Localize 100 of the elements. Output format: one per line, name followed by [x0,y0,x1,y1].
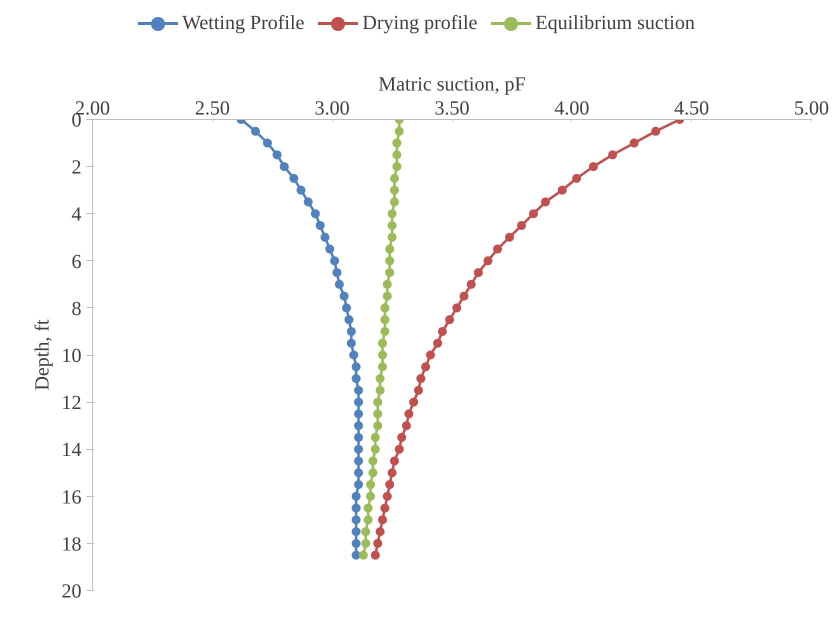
point [528,209,538,218]
y-tick-label: 18 [62,533,82,556]
point [310,209,320,218]
point [344,315,354,324]
point [342,303,352,312]
point [370,432,380,442]
point [452,303,462,312]
point [352,504,361,513]
point [402,421,411,430]
point [354,398,364,407]
point [608,150,618,160]
point [272,150,282,160]
y-tick-label: 10 [62,345,82,367]
x-tick-label: 2.50 [194,98,230,120]
point [390,174,399,183]
point [390,186,399,195]
point [388,232,397,242]
point [388,220,397,230]
point [354,421,364,430]
point [572,174,582,183]
legend-label: Wetting Profile [182,12,304,34]
point [364,504,373,513]
point [378,338,387,348]
point [380,315,390,324]
point [340,292,349,301]
point [540,197,550,206]
point [352,374,361,384]
point [388,468,397,478]
point [250,126,260,136]
point [361,527,370,536]
point [352,527,361,536]
point [373,398,382,407]
point [352,538,361,548]
point [382,280,392,289]
point [392,138,402,148]
y-tick-label: 20 [62,580,82,602]
point [304,197,313,206]
y-tick-label: 2 [72,156,82,179]
point [445,315,454,324]
point [352,492,361,501]
point [349,350,358,360]
point [334,280,344,289]
point [354,480,364,490]
point [354,468,364,478]
point [588,162,598,172]
point [416,374,426,384]
legend-label: Drying profile [362,12,478,34]
point [651,126,660,136]
point [354,444,364,454]
point [385,256,394,266]
point [392,162,402,172]
point [346,338,356,348]
point [397,432,406,442]
point [376,386,385,395]
point [517,220,526,230]
y-tick-label: 14 [62,439,82,462]
point [466,280,476,289]
y-tick-label: 8 [72,298,82,320]
point [380,326,390,336]
point [630,138,639,148]
point [390,456,399,466]
point [289,174,298,183]
point [358,550,368,560]
point [421,362,430,372]
point [376,527,385,536]
point [505,232,514,242]
y-tick-label: 12 [62,392,82,414]
point [433,338,442,348]
legend-label: Equilibrium suction [535,12,695,34]
point [332,268,342,278]
point [325,244,334,254]
point [378,350,387,360]
point [483,256,492,266]
point [366,492,376,501]
y-tick-label: 6 [72,250,82,273]
y-tick-label: 16 [62,486,82,508]
x-tick-label: 4.00 [554,98,590,120]
point [320,232,330,242]
point [366,480,376,490]
point [385,480,394,490]
point [382,292,392,301]
point [370,550,380,560]
point [373,421,382,430]
point [262,138,272,148]
point [352,362,361,372]
point [346,326,356,336]
point [558,186,567,195]
point [280,162,289,172]
point [373,538,382,548]
point [378,515,387,524]
point [385,268,394,278]
point [404,409,414,418]
point [390,197,399,206]
y-axis-title: Depth, ft [32,319,54,391]
x-axis-title: Matric suction, pF [378,74,526,96]
point [316,220,325,230]
point [352,515,361,524]
point [474,268,483,278]
x-tick-label: 3.00 [314,98,350,120]
point [354,432,364,442]
